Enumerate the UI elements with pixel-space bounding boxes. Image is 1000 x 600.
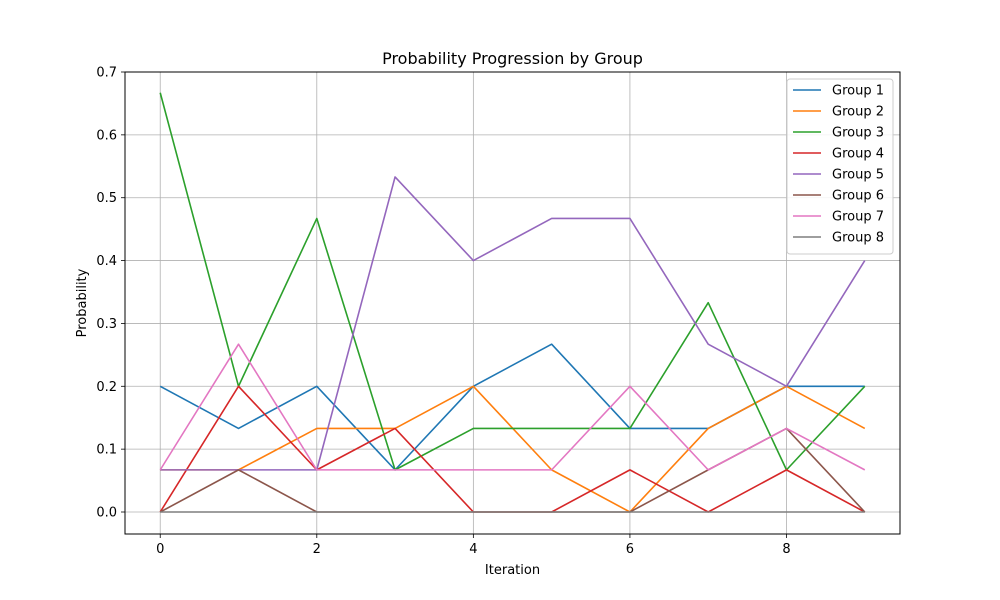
legend-label: Group 2 — [832, 105, 884, 120]
series-line-group-1 — [159, 343, 865, 471]
series-line-group-7 — [159, 343, 866, 471]
x-axis: 0 2 4 6 8 — [156, 534, 791, 557]
y-tick-label: 0.2 — [96, 380, 117, 395]
x-tick-label: 4 — [469, 542, 477, 557]
legend-label: Group 5 — [832, 168, 884, 183]
legend-label: Group 7 — [832, 210, 884, 225]
legend-label: Group 6 — [832, 189, 884, 204]
x-tick-label: 8 — [782, 542, 790, 557]
legend-label: Group 3 — [832, 126, 884, 141]
series-line-group-3 — [159, 92, 866, 471]
series-line-group-5 — [160, 176, 866, 471]
y-tick-label: 0.6 — [96, 128, 117, 143]
legend: Group 1 Group 2 Group 3 Group 4 Group 5 Group… — [786, 78, 894, 255]
chart-title: Probability Progression by Group — [382, 49, 643, 68]
legend-label: Group 1 — [832, 84, 884, 99]
x-tick-label: 6 — [626, 542, 634, 557]
x-tick-label: 2 — [313, 542, 321, 557]
legend-label: Group 8 — [832, 231, 884, 246]
y-tick-label: 0.0 — [96, 506, 117, 521]
plot-frame — [124, 71, 901, 535]
y-axis-label: Probability — [75, 268, 90, 337]
x-tick-label: 0 — [156, 542, 164, 557]
legend-box — [786, 78, 894, 255]
y-tick-label: 0.4 — [96, 254, 117, 269]
legend-label: Group 4 — [832, 147, 884, 162]
x-axis-label: Iteration — [485, 563, 540, 578]
y-tick-label: 0.7 — [96, 66, 117, 81]
y-tick-label: 0.3 — [96, 317, 117, 332]
y-tick-label: 0.1 — [96, 443, 117, 458]
y-tick-label: 0.5 — [96, 191, 117, 206]
series-layer — [159, 92, 866, 513]
y-axis: 0.0 0.1 0.2 0.3 0.4 0.5 0.6 0.7 — [96, 66, 125, 521]
